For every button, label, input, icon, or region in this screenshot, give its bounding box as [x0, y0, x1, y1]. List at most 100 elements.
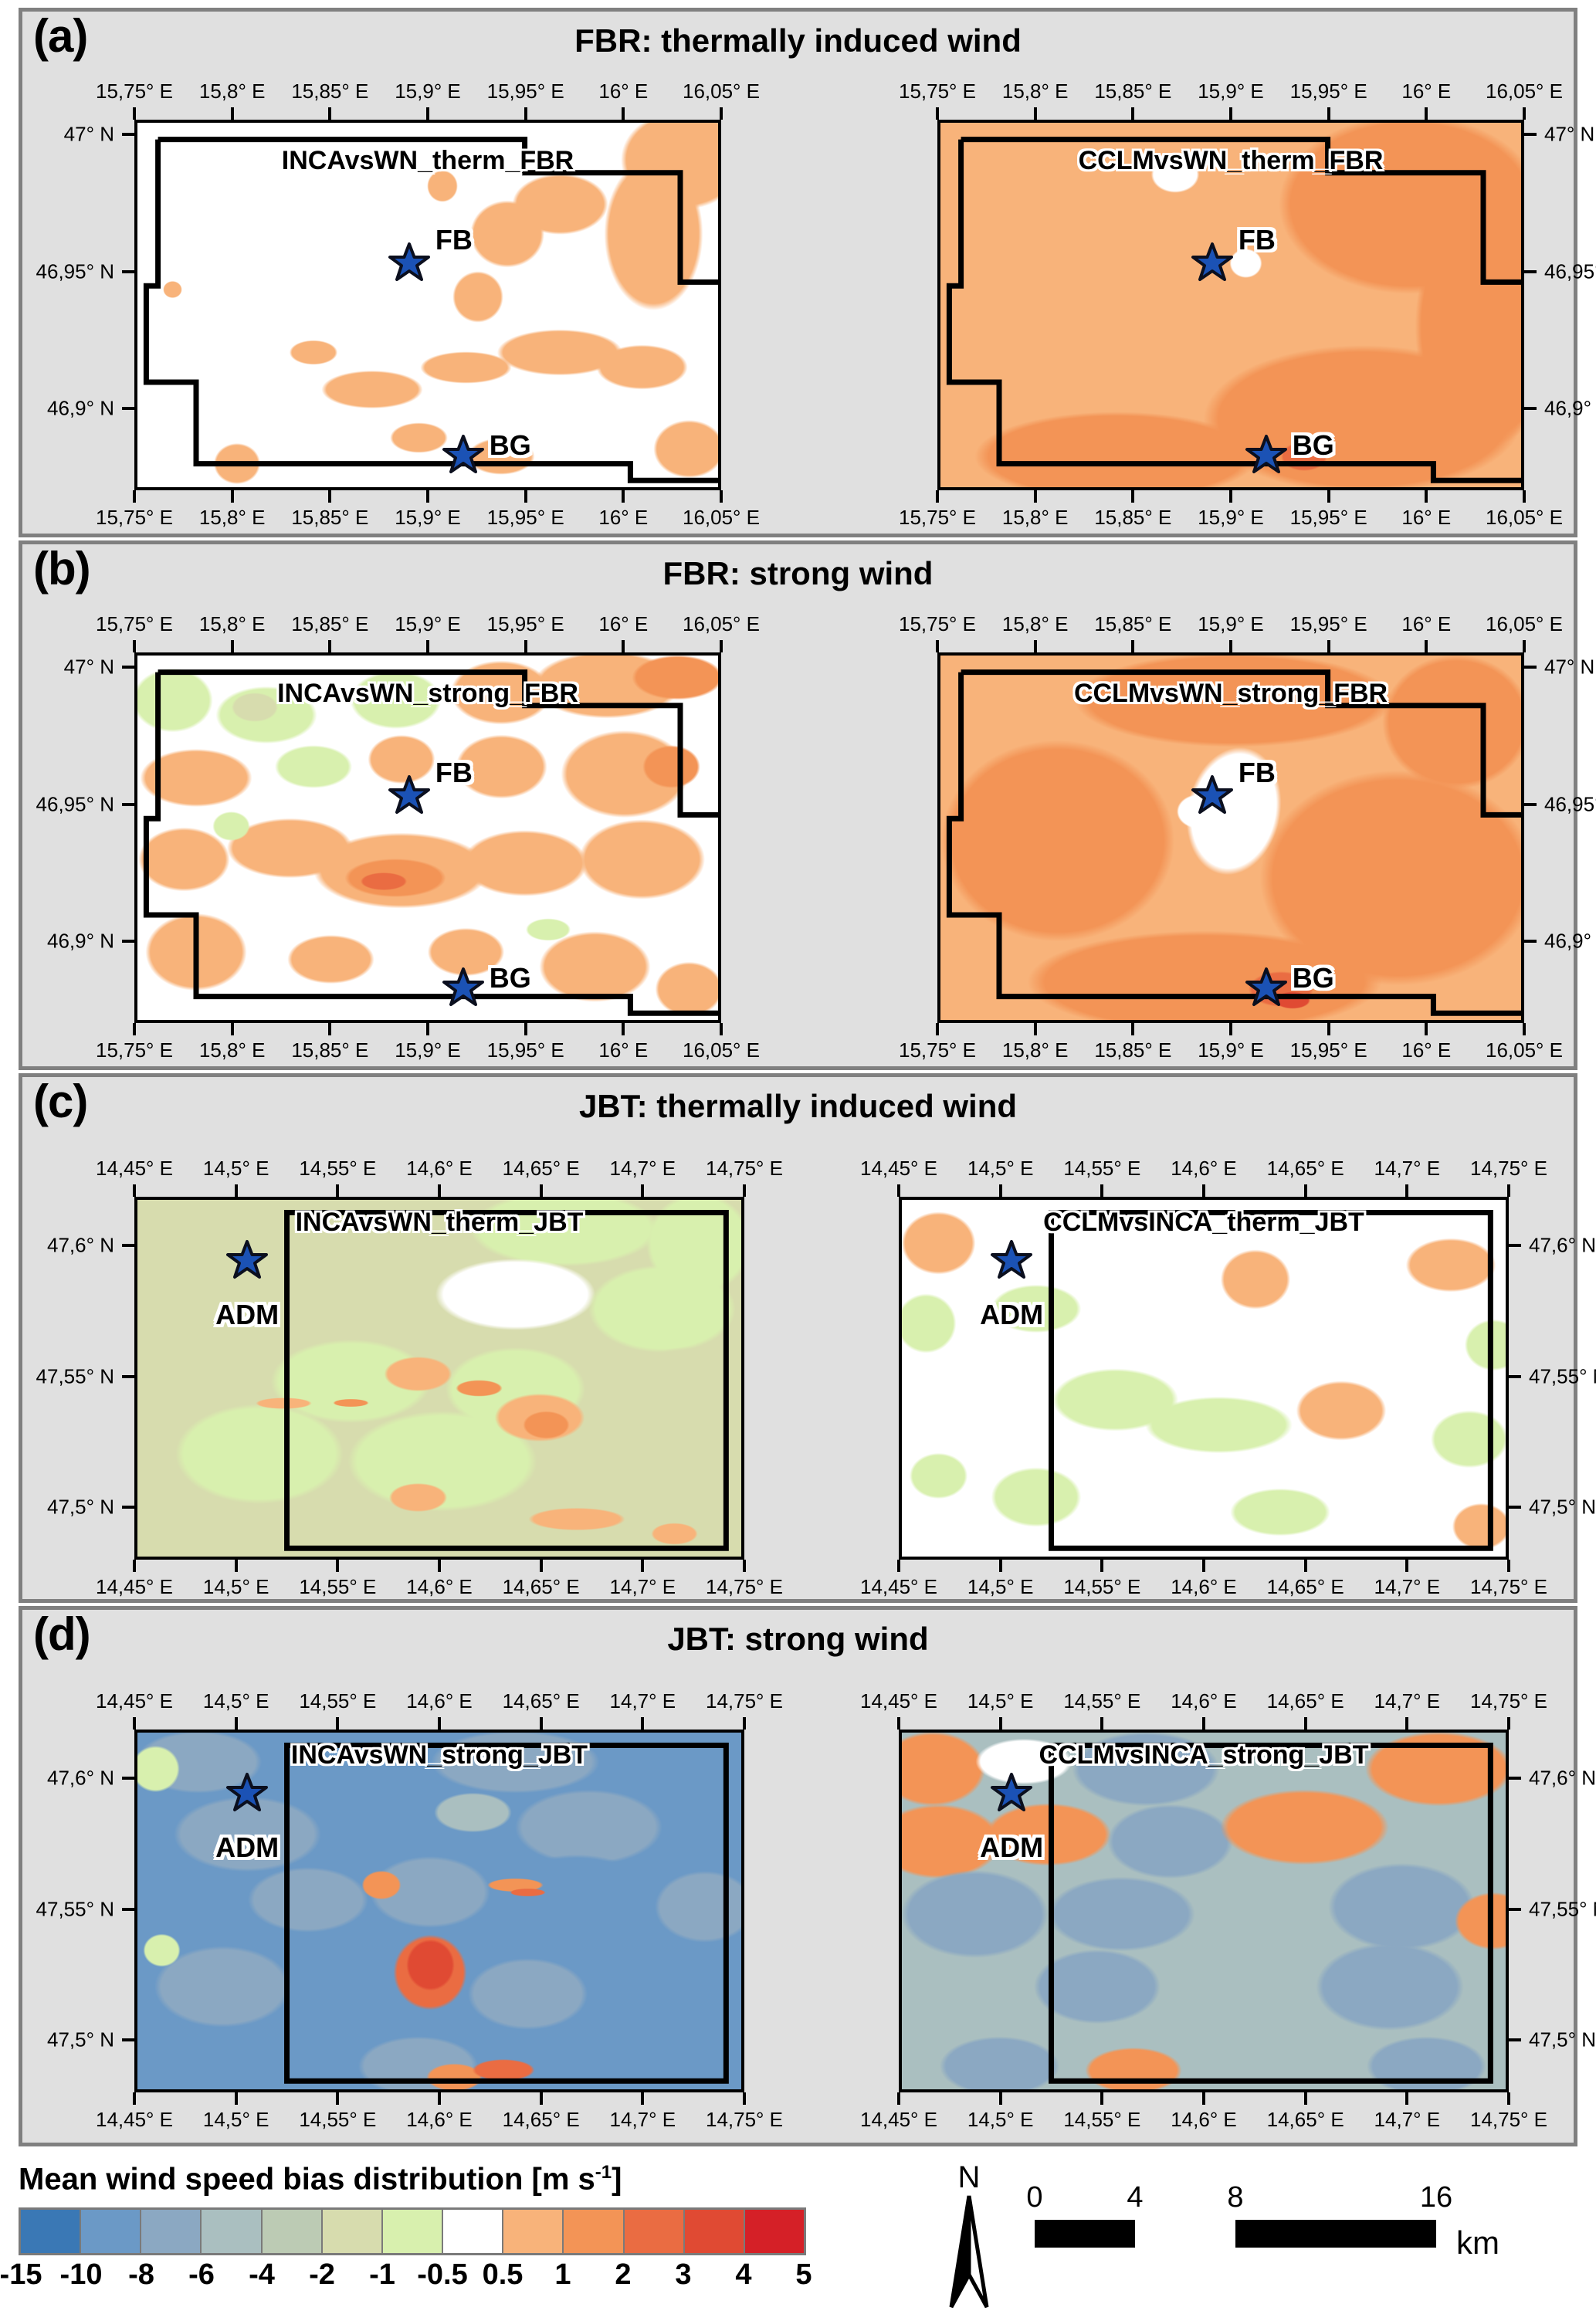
colorbar-cell-0 — [21, 2210, 80, 2254]
y-tick-mark — [1509, 1374, 1521, 1378]
y-tick-label: 47,55° N — [36, 1364, 114, 1388]
x-tick-mark — [998, 1184, 1002, 1197]
x-tick-mark — [1405, 1560, 1409, 1572]
x-tick-mark — [1303, 1717, 1307, 1730]
x-tick-mark — [1425, 107, 1428, 120]
x-tick-mark — [1405, 1184, 1409, 1197]
x-tick-label: 14,65° E — [1266, 1157, 1344, 1180]
x-tick-label: 14,5° E — [202, 2108, 269, 2131]
y-tick-mark — [122, 1907, 134, 1911]
x-tick-mark — [1100, 1184, 1104, 1197]
y-tick-mark — [1509, 2038, 1521, 2041]
x-tick-label: 15,85° E — [291, 612, 369, 635]
x-tick-label: 14,45° E — [95, 1689, 174, 1713]
x-tick-label: 15,8° E — [1001, 80, 1069, 103]
x-tick-label: 14,55° E — [1063, 1575, 1141, 1598]
x-tick-label: 16,05° E — [682, 1038, 761, 1062]
y-tick-label: 46,95° N — [36, 259, 114, 283]
scale-bar: 0 4 8 16 km — [1026, 2181, 1499, 2261]
y-tick-mark — [1524, 269, 1537, 273]
x-tick-label: 15,8° E — [198, 612, 266, 635]
y-tick-mark — [122, 1505, 134, 1509]
x-tick-mark — [641, 2092, 645, 2105]
x-tick-label: 14,45° E — [95, 1157, 174, 1180]
x-tick-label: 14,75° E — [705, 1689, 784, 1713]
x-tick-mark — [328, 640, 332, 652]
colorbar-tick-13: 5 — [795, 2258, 812, 2292]
x-tick-label: 15,9° E — [1198, 506, 1264, 529]
map-CCLMvsWN_therm_FBR: CCLMvsWN_therm_FBR FB BG 15,75° E 15,75° E 15… — [899, 80, 1596, 529]
x-tick-mark — [426, 1023, 429, 1035]
x-tick-label: 16,05° E — [1485, 80, 1564, 103]
x-tick-label: 16,05° E — [682, 80, 761, 103]
station-label-ADM: ADM — [980, 1831, 1044, 1863]
x-tick-mark — [524, 1023, 527, 1035]
x-tick-label: 14,6° E — [406, 1575, 473, 1598]
x-tick-mark — [720, 107, 723, 120]
y-tick-label: 46,95° N — [36, 792, 114, 816]
y-tick-label: 46,9° N — [46, 396, 114, 420]
x-tick-label: 15,75° E — [898, 1038, 977, 1062]
x-tick-mark — [1327, 490, 1330, 503]
x-tick-mark — [230, 640, 234, 652]
x-tick-mark — [1033, 107, 1037, 120]
x-tick-mark — [230, 107, 234, 120]
x-tick-mark — [539, 1184, 543, 1197]
x-tick-label: 15,85° E — [291, 506, 369, 529]
x-tick-label: 14,6° E — [1171, 1689, 1237, 1713]
x-tick-label: 14,75° E — [705, 1157, 784, 1180]
x-tick-mark — [1425, 490, 1428, 503]
x-tick-mark — [897, 1717, 900, 1730]
x-tick-mark — [1131, 640, 1135, 652]
north-arrow-icon — [949, 2195, 989, 2309]
x-tick-label: 14,5° E — [967, 2108, 1034, 2131]
x-tick-label: 14,45° E — [859, 2108, 938, 2131]
colorbar-tick-8: 0.5 — [482, 2258, 524, 2292]
panel-d: (d) JBT: strong wind INCAvsWN_strong_JBT… — [19, 1606, 1596, 2146]
x-tick-label: 16° E — [598, 612, 649, 635]
scale-bar-number-3: 16 — [1419, 2181, 1453, 2214]
north-arrow-label: N — [957, 2160, 981, 2194]
scale-bar-numbers: 0 4 8 16 — [1026, 2181, 1467, 2220]
station-label-ADM: ADM — [215, 1831, 280, 1863]
x-tick-mark — [1202, 1560, 1205, 1572]
y-tick-mark — [122, 1777, 134, 1780]
colorbar-cell-11 — [684, 2210, 744, 2254]
colorbar-tick-5: -2 — [309, 2258, 335, 2292]
y-tick-mark — [122, 666, 134, 669]
x-tick-mark — [622, 107, 625, 120]
x-tick-label: 15,8° E — [1001, 612, 1069, 635]
x-tick-label: 15,95° E — [1289, 80, 1367, 103]
panel-b-tag: (b) — [33, 543, 91, 595]
y-tick-label: 47,6° N — [46, 1233, 114, 1257]
y-tick-mark — [1509, 1907, 1521, 1911]
colorbar-tick-9: 1 — [554, 2258, 571, 2292]
colorbar-cell-1 — [81, 2210, 141, 2254]
x-tick-label: 14,65° E — [502, 1575, 580, 1598]
x-tick-label: 14,7° E — [609, 1689, 676, 1713]
x-tick-label: 14,6° E — [1171, 2108, 1237, 2131]
colorbar-cell-2 — [141, 2210, 201, 2254]
x-tick-mark — [1507, 1717, 1510, 1730]
colorbar-tick-6: -1 — [369, 2258, 395, 2292]
x-tick-mark — [641, 1184, 645, 1197]
x-tick-mark — [936, 490, 939, 503]
x-tick-mark — [1507, 1184, 1510, 1197]
x-tick-mark — [622, 1023, 625, 1035]
colorbar-legend: Mean wind speed bias distribution [m s-1… — [0, 2162, 822, 2302]
scale-bar-graphic — [1035, 2220, 1436, 2248]
x-tick-mark — [133, 1717, 136, 1730]
x-tick-label: 16,05° E — [682, 506, 761, 529]
x-tick-mark — [1507, 2092, 1510, 2105]
y-tick-mark — [1524, 940, 1537, 944]
x-tick-label: 14,75° E — [1469, 1157, 1548, 1180]
x-tick-label: 14,65° E — [502, 1157, 580, 1180]
x-tick-mark — [1523, 1023, 1526, 1035]
y-tick-mark — [122, 802, 134, 806]
x-tick-mark — [133, 490, 136, 503]
map-CCLMvsINCA_strong_JBT: CCLMvsINCA_strong_JBT ADM 14,45° E 14,45° E… — [860, 1689, 1596, 2131]
x-tick-mark — [1303, 2092, 1307, 2105]
x-tick-mark — [133, 1023, 136, 1035]
y-tick-label: 47,55° N — [36, 1897, 114, 1921]
